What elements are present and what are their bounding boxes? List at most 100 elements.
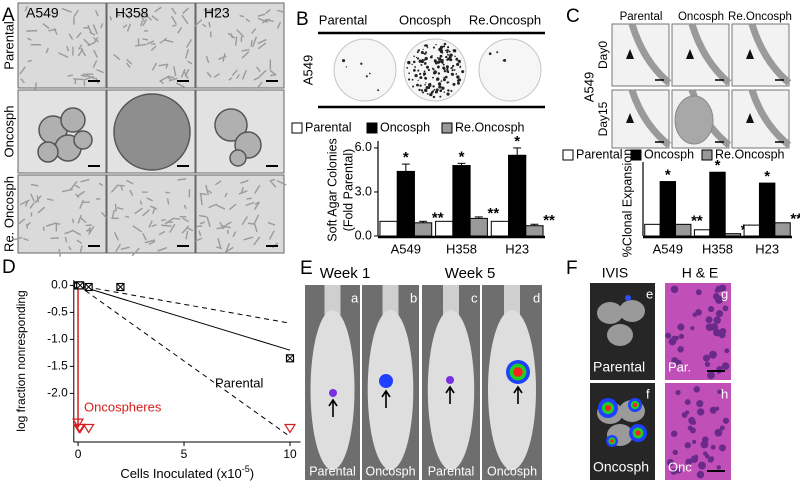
colony (438, 85, 442, 89)
colony (449, 58, 453, 62)
legend-label: Oncosph (380, 120, 430, 134)
cell (214, 180, 222, 186)
legend-swatch (441, 122, 453, 134)
colony (422, 48, 424, 50)
cell (261, 18, 271, 24)
nucleus (677, 323, 685, 331)
significance: * (514, 133, 520, 150)
cell (205, 55, 210, 64)
nucleus (672, 449, 678, 456)
colony (417, 69, 420, 72)
arrowhead (746, 49, 754, 59)
cell (195, 237, 203, 242)
cell (173, 66, 177, 77)
signal (625, 295, 631, 301)
colony (420, 59, 424, 64)
cell (234, 36, 238, 46)
cell (157, 247, 167, 252)
cell (146, 197, 154, 202)
column-header: Oncosph (678, 11, 724, 23)
cell (80, 47, 87, 57)
significance: ** (488, 205, 500, 222)
week-label: Week 5 (445, 265, 496, 282)
cell (42, 23, 50, 30)
nucleus (717, 389, 722, 395)
colony (416, 51, 419, 54)
cell (185, 230, 189, 240)
cell (267, 221, 276, 226)
colony (446, 49, 449, 52)
colony (434, 90, 439, 94)
cell (253, 201, 261, 210)
cell (203, 8, 212, 13)
image-caption: Parental (593, 359, 645, 375)
colony (431, 55, 433, 57)
nucleus (696, 470, 705, 479)
colony (674, 95, 714, 145)
cell (34, 195, 42, 204)
fit-line (77, 284, 291, 351)
cell (247, 222, 255, 225)
sphere (73, 130, 93, 150)
cell (239, 14, 245, 18)
colony (406, 66, 409, 69)
colony (435, 43, 437, 46)
nucleus (670, 430, 678, 437)
cell (122, 24, 128, 29)
colony (342, 59, 346, 63)
rotated-label: Day15 (596, 101, 610, 136)
cell (254, 214, 260, 224)
cell (54, 222, 61, 225)
cell (205, 184, 210, 196)
nucleus (681, 411, 688, 418)
nucleus (718, 331, 726, 339)
cell (175, 82, 186, 89)
nucleus (716, 465, 721, 470)
cell (277, 9, 284, 13)
colony (447, 89, 450, 92)
colony (411, 78, 414, 81)
cell (208, 203, 218, 209)
mouse (367, 310, 414, 470)
colony (443, 45, 446, 48)
panel-label: F (566, 258, 578, 279)
nucleus (718, 296, 724, 302)
nucleus (684, 399, 691, 406)
cell (138, 11, 145, 22)
colony (440, 80, 443, 82)
x-tick-label: H358 (702, 241, 733, 256)
cell (185, 49, 189, 59)
signal (635, 430, 641, 436)
cell (68, 246, 72, 251)
significance: * (403, 149, 409, 166)
cell (20, 78, 25, 84)
colony (420, 89, 424, 92)
cell (131, 247, 140, 257)
cell (71, 229, 81, 236)
y-tick-label: 3.0 (355, 184, 372, 198)
bar (774, 222, 791, 237)
cell (140, 20, 144, 27)
colony (440, 60, 443, 63)
colony (430, 91, 434, 94)
cell (144, 239, 156, 244)
point (71, 418, 85, 429)
cell (265, 8, 271, 15)
rotated-label: log fraction nonresponding (14, 290, 28, 431)
nucleus (722, 417, 730, 424)
cell (159, 75, 171, 82)
micrograph (195, 174, 285, 254)
cell (230, 33, 234, 39)
image-caption: Parental (309, 464, 356, 478)
cell (180, 68, 186, 78)
cell (71, 218, 75, 224)
y-tick-label: -1.0 (47, 332, 68, 346)
y-tick-label: 6.0 (355, 140, 372, 154)
cell (113, 232, 119, 241)
cell (207, 189, 213, 194)
colony (441, 86, 445, 90)
cell (177, 178, 187, 181)
point-cross (117, 283, 124, 291)
nucleus (694, 454, 699, 459)
bar (490, 220, 510, 237)
